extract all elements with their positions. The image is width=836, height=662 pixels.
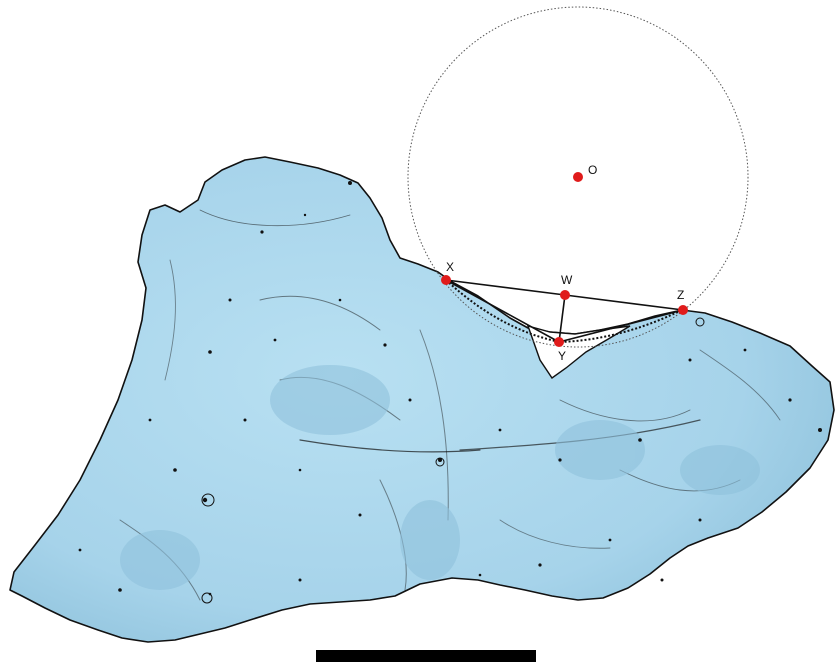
scale-bar (316, 650, 536, 662)
point-x-marker (441, 275, 451, 285)
osculating-circle (407, 6, 749, 348)
notch-curve (445, 279, 683, 344)
bone-specimen (9, 156, 835, 643)
segment-xw (445, 279, 566, 296)
point-y-label: Y (558, 349, 566, 363)
bone-outline (9, 156, 835, 643)
bone-pore-rings (201, 317, 705, 604)
point-y-marker (554, 337, 564, 347)
point-w-label: W (561, 273, 573, 287)
point-z-marker (678, 305, 688, 315)
point-o-marker (573, 172, 583, 182)
segment-yz (558, 309, 684, 343)
point-w-marker (560, 290, 570, 300)
bone-pores (78, 181, 822, 596)
point-o-label: O (588, 163, 597, 177)
landmark-points: O X W Z Y (441, 163, 688, 363)
point-z-label: Z (677, 288, 684, 302)
segment-wz (564, 294, 684, 311)
segment-xy (445, 279, 560, 343)
point-x-label: X (446, 260, 454, 274)
construction-lines (445, 279, 684, 343)
bone-shadows (120, 365, 760, 590)
segment-wy (558, 294, 566, 343)
